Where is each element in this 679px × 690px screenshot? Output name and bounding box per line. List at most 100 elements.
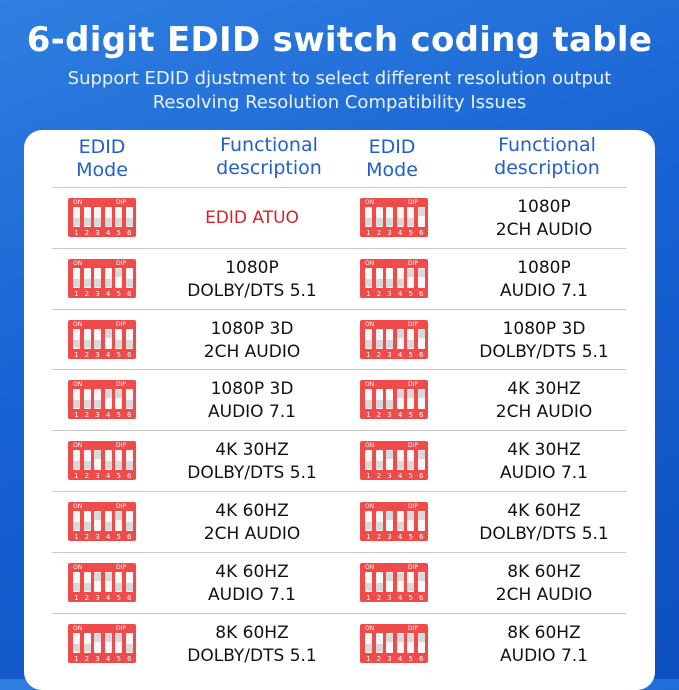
dip-lever-knob	[73, 643, 80, 652]
dip-lever-knob	[375, 461, 383, 470]
dip-switch-icon: ON DIP 1 2 3 4 5 6	[68, 441, 136, 481]
dip-lever-knob	[83, 218, 91, 226]
dip-dip-label: DIP	[115, 563, 126, 571]
dip-number: 2	[84, 350, 90, 359]
dip-lever	[417, 207, 425, 227]
dip-switch-icon: ON DIP 1 2 3 4 5 6	[360, 380, 428, 420]
dip-lever-knob	[386, 278, 393, 287]
description-line-1: 4K 60HZ	[507, 501, 581, 521]
dip-lever-knob	[396, 633, 404, 642]
function-description: 8K 60HZ 2CH AUDIO	[454, 561, 634, 607]
dip-lever-knob	[407, 461, 414, 470]
dip-lever	[115, 571, 122, 592]
description-line-1: 4K 60HZ	[215, 561, 289, 582]
description-line-1: 1080P 3D	[502, 318, 586, 339]
dip-lever	[407, 571, 414, 592]
dip-number: 3	[95, 229, 100, 237]
dip-number: 5	[116, 350, 121, 359]
dip-lever	[83, 328, 91, 349]
dip-lever	[94, 267, 101, 288]
dip-lever-knob	[365, 643, 372, 652]
dip-lever	[386, 571, 393, 592]
dip-number: 1	[74, 289, 79, 298]
description-line-1: EDID ATUO	[205, 208, 299, 228]
dip-number: 1	[366, 654, 371, 663]
dip-number: 6	[127, 289, 132, 298]
dip-number: 6	[419, 411, 424, 420]
dip-lever	[94, 207, 101, 227]
dip-lever	[73, 267, 80, 288]
dip-number: 1	[74, 533, 79, 541]
dip-lever	[375, 207, 383, 227]
dip-lever-knob	[386, 512, 393, 520]
dip-number: 5	[408, 411, 413, 420]
description-line-2: DOLBY/DTS 5.1	[187, 280, 317, 301]
description-line-1: 1080P	[225, 257, 279, 278]
description-line-1: 8K 60HZ	[507, 561, 581, 582]
description-line-2: DOLBY/DTS 5.1	[479, 524, 609, 544]
dip-lever	[396, 267, 404, 288]
dip-on-label: ON	[365, 624, 375, 632]
dip-lever	[115, 328, 122, 349]
dip-lever	[386, 450, 393, 471]
dip-number: 2	[84, 411, 90, 420]
dip-number: 2	[84, 533, 90, 541]
dip-number: 4	[105, 289, 111, 298]
table-row: ON DIP 1 2 3 4 5 6 EDID ATUO ON DIP 1 2 3 4 5 6 1080P 2CH …	[52, 187, 626, 248]
dip-switch-icon: ON DIP 1 2 3 4 5 6	[360, 198, 428, 237]
dip-number: 1	[74, 654, 79, 663]
dip-number: 3	[387, 593, 392, 602]
dip-number: 2	[376, 289, 382, 298]
dip-lever-knob	[396, 390, 404, 399]
dip-number: 1	[74, 411, 79, 420]
dip-number: 4	[397, 533, 403, 541]
dip-number: 6	[419, 533, 424, 541]
dip-number: 1	[366, 350, 371, 359]
header-text: Functional	[498, 134, 596, 156]
dip-lever-knob	[115, 268, 122, 277]
description-line-2: 2CH AUDIO	[495, 220, 593, 240]
column-header-edid-mode-left: EDID Mode	[54, 136, 150, 182]
dip-lever-knob	[407, 339, 414, 348]
dip-lever-knob	[94, 512, 101, 520]
dip-lever-knob	[417, 451, 425, 460]
dip-lever-knob	[396, 329, 404, 338]
dip-lever-knob	[365, 218, 372, 226]
dip-lever	[396, 632, 404, 653]
dip-dip-label: DIP	[407, 199, 418, 206]
dip-number: 5	[408, 229, 413, 237]
dip-dip-label: DIP	[115, 259, 126, 267]
dip-lever	[396, 450, 404, 471]
dip-lever-knob	[365, 339, 372, 348]
dip-dip-label: DIP	[407, 442, 418, 450]
dip-switch-icon: ON DIP 1 2 3 4 5 6	[360, 562, 428, 602]
dip-switch-icon: ON DIP 1 2 3 4 5 6	[360, 502, 428, 541]
dip-lever	[125, 207, 133, 227]
dip-dip-label: DIP	[115, 199, 126, 206]
dip-number: 6	[419, 472, 424, 481]
function-description: 1080P 2CH AUDIO	[454, 196, 634, 242]
description-line-2: AUDIO 7.1	[500, 463, 588, 484]
dip-number: 4	[397, 289, 403, 298]
dip-lever	[396, 511, 404, 531]
description-line-2: 2CH AUDIO	[203, 341, 301, 362]
dip-lever	[73, 450, 80, 471]
dip-lever	[375, 511, 383, 531]
dip-lever	[94, 632, 101, 653]
dip-number: 2	[376, 411, 382, 420]
dip-number: 2	[84, 593, 90, 602]
dip-lever	[386, 207, 393, 227]
function-description: 4K 60HZ 2CH AUDIO	[162, 500, 342, 546]
dip-lever	[125, 571, 133, 592]
dip-lever	[386, 511, 393, 531]
dip-switch-icon: ON DIP 1 2 3 4 5 6	[68, 502, 136, 541]
dip-lever-knob	[83, 582, 91, 591]
dip-lever	[396, 389, 404, 410]
dip-lever-knob	[365, 400, 372, 409]
header-text: EDID	[368, 136, 416, 158]
subtitle-line-1: Support EDID djustment to select differe…	[67, 68, 612, 89]
